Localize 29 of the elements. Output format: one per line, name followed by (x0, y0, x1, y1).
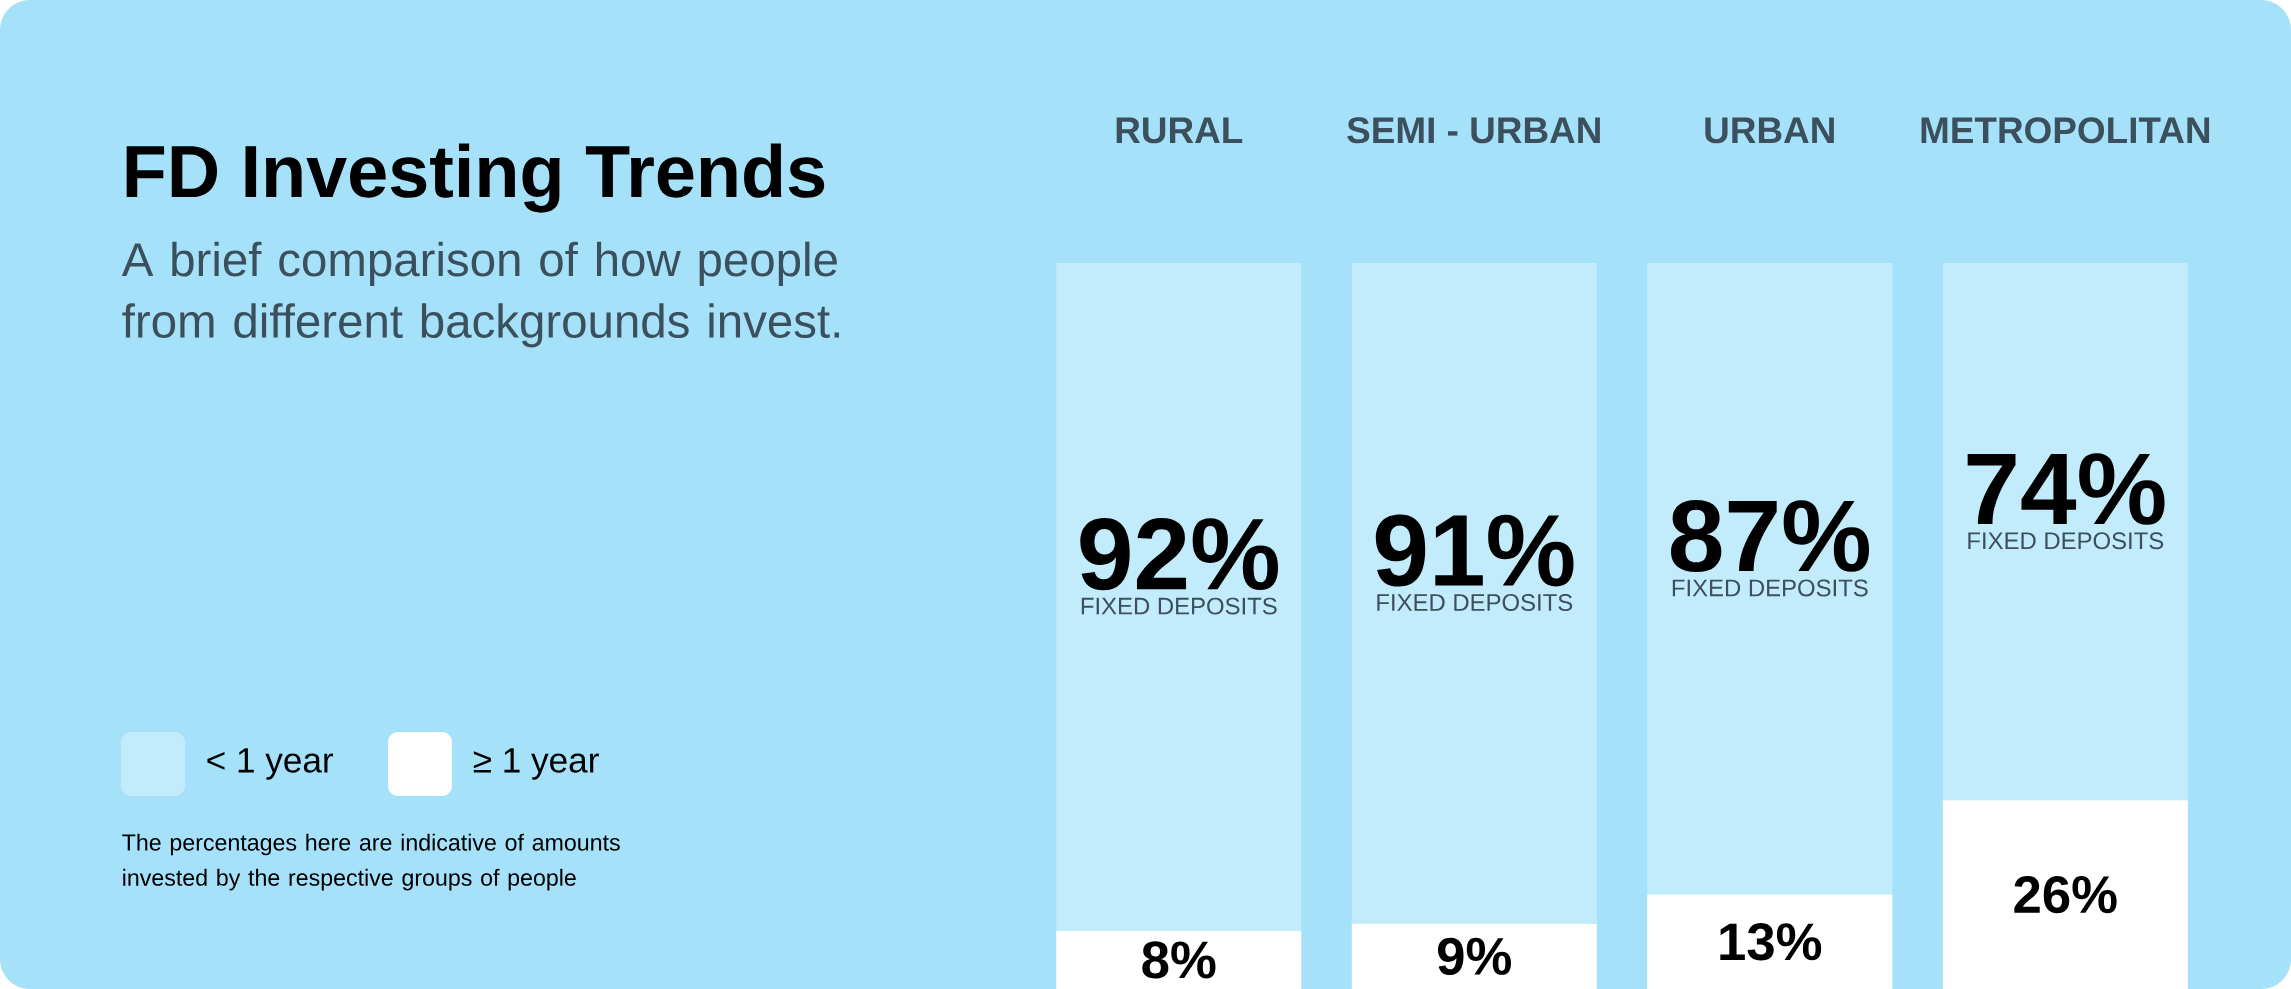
annotation: FIXED DEPOSITS (1377, 594, 1573, 611)
bar (1351, 923, 1597, 989)
data-label: 8% (1142, 941, 1216, 979)
data-label: 91% (1375, 514, 1574, 587)
legend-label: < 1 year (207, 748, 334, 780)
x-tick-label: URBAN (1705, 117, 1834, 144)
data-label: 87% (1671, 499, 1870, 573)
bar (1351, 262, 1597, 924)
annotation: FIXED DEPOSITS (1968, 532, 2164, 550)
bar (1647, 262, 1893, 895)
annotation: FIXED DEPOSITS (1081, 597, 1277, 615)
text: A brief comparison of how people from different backgrounds invest. (121, 241, 840, 348)
x-tick-label: RURAL (1116, 117, 1243, 144)
data-label: 92% (1080, 518, 1279, 591)
legend-label: ≥ 1 year (473, 748, 599, 780)
bar (1942, 262, 2188, 801)
data-label: 13% (1720, 923, 1822, 961)
chart-title: FD Investing Trends (126, 143, 825, 213)
data-label: 9% (1438, 937, 1511, 975)
data-label: 74% (1967, 453, 2165, 525)
x-tick-label: METROPOLITAN (1921, 117, 2210, 144)
annotation: FIXED DEPOSITS (1672, 579, 1868, 597)
bar (1942, 800, 2188, 989)
bar (1056, 930, 1302, 989)
x-tick-label: SEMI - URBAN (1347, 117, 1600, 144)
bar (1056, 262, 1302, 931)
data-label: 26% (2014, 875, 2117, 914)
bar (1647, 894, 1893, 989)
text: The percentages here are indicative of amounts invested by the respective groups of people (122, 833, 620, 891)
